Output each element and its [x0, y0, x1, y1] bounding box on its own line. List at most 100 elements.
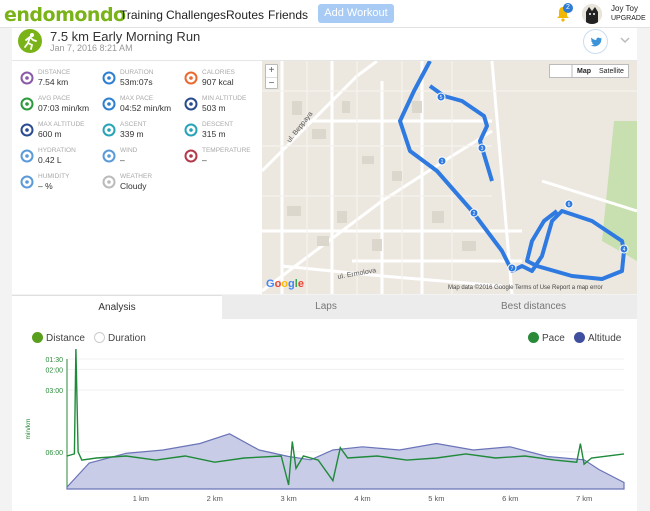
fullscreen-button[interactable]	[550, 65, 572, 77]
distance-option[interactable]: Distance	[32, 332, 85, 344]
route-marker-7[interactable]	[507, 263, 517, 273]
workout-date: Jan 7, 2016 8:21 AM	[50, 43, 133, 53]
route-marker-label: 4	[623, 247, 626, 253]
tab-best-distances[interactable]: Best distances	[430, 295, 637, 319]
y-axis-label: min/km	[25, 419, 32, 440]
route-marker-label: 5	[440, 95, 443, 101]
nav-challenges[interactable]: Challenges	[166, 8, 227, 22]
stopwatch-icon	[102, 97, 116, 111]
pace-option[interactable]: Pace	[528, 332, 565, 344]
stat-value: – %	[38, 181, 53, 191]
stat-min-altitude: MIN ALTITUDE 503 m	[184, 95, 266, 121]
route-marker-label: 3	[481, 146, 484, 152]
thermometer-icon	[184, 149, 198, 163]
stat-max-pace: MAX PACE 04:52 min/km	[102, 95, 184, 121]
x-tick-label: 2 km	[207, 494, 223, 503]
zoom-out-button[interactable]: −	[266, 77, 277, 89]
x-tick-label: 5 km	[428, 494, 444, 503]
stat-humidity: HUMIDITY – %	[20, 173, 102, 199]
stat-value: 07:03 min/km	[38, 103, 90, 113]
twitter-icon	[590, 37, 602, 47]
altitude-option[interactable]: Altitude	[574, 332, 621, 344]
user-name[interactable]: Joy Toy	[611, 4, 638, 13]
pace-icon	[20, 97, 34, 111]
stat-duration: DURATION 53m:07s	[102, 69, 184, 95]
stat-value: –	[120, 155, 125, 165]
stat-label: HYDRATION	[38, 147, 76, 154]
stat-value: 7.54 km	[38, 77, 69, 87]
stat-value: 503 m	[202, 103, 226, 113]
twitter-share-button[interactable]	[583, 29, 608, 54]
stat-temperature: TEMPERATURE –	[184, 147, 266, 173]
map-buildings	[287, 101, 476, 251]
radio-icon	[94, 332, 105, 343]
route-marker-6[interactable]	[564, 199, 574, 209]
mountain-icon	[20, 123, 34, 137]
x-tick-label: 4 km	[354, 494, 370, 503]
zoom-control: + −	[265, 64, 278, 89]
tab-analysis[interactable]: Analysis	[12, 295, 222, 319]
route-marker-3[interactable]	[477, 143, 487, 153]
x-tick-label: 1 km	[133, 494, 149, 503]
route-marker-1[interactable]	[437, 156, 447, 166]
stat-calories: CALORIES 907 kcal	[184, 69, 266, 95]
altitude-series	[66, 433, 625, 490]
add-workout-button[interactable]: Add Workout	[318, 4, 394, 23]
duration-label: Duration	[108, 333, 146, 344]
route-marker-label: 7	[511, 266, 514, 272]
cloud-icon	[102, 175, 116, 189]
upgrade-link[interactable]: UPGRADE	[611, 15, 646, 22]
route-marker-label: 6	[568, 202, 571, 208]
park-area	[602, 121, 637, 261]
stat-label: CALORIES	[202, 69, 235, 76]
stat-label: TEMPERATURE	[202, 147, 251, 154]
chevron-down-icon[interactable]	[619, 34, 631, 46]
route-marker-label: 1	[441, 159, 444, 165]
zoom-in-button[interactable]: +	[268, 65, 275, 76]
stat-label: WIND	[120, 147, 138, 154]
stat-descent: DESCENT 315 m	[184, 121, 266, 147]
endomondo-logo[interactable]: endomondo	[4, 4, 126, 26]
nav-training[interactable]: Training	[120, 8, 163, 22]
stat-label: HUMIDITY	[38, 173, 70, 180]
check-icon	[32, 332, 43, 343]
stat-label: MAX PACE	[120, 95, 154, 102]
ascent-icon	[102, 123, 116, 137]
satellite-button[interactable]: Satellite	[599, 68, 624, 75]
analysis-tabs: Analysis Laps Best distances	[12, 295, 637, 319]
map-button[interactable]: Map	[572, 65, 595, 77]
stat-value: –	[202, 155, 207, 165]
nav-routes[interactable]: Routes	[226, 8, 265, 22]
flame-icon	[184, 71, 198, 85]
stat-label: MIN ALTITUDE	[202, 95, 247, 102]
x-tick-label: 7 km	[576, 494, 592, 503]
stat-value: Cloudy	[120, 181, 147, 191]
tab-laps[interactable]: Laps	[222, 295, 430, 319]
route-marker-2[interactable]	[469, 208, 479, 218]
duration-option[interactable]: Duration	[94, 332, 146, 344]
map-footer[interactable]: Map data ©2016 Google Terms of Use Repor…	[448, 285, 603, 291]
route-marker-5[interactable]	[436, 92, 446, 102]
pace-altitude-chart[interactable]: 01:30 02:00 03:00 06:00 min/km 1 km 2 km 3 km 4 …	[12, 349, 637, 511]
distance-icon	[20, 71, 34, 85]
avatar[interactable]	[582, 4, 602, 24]
stat-value: 53m:07s	[120, 77, 153, 87]
stat-value: 04:52 min/km	[120, 103, 172, 113]
route-markers: 1 2 3 4 5 6 7	[436, 92, 629, 273]
running-icon	[18, 29, 42, 53]
y-tick-label: 02:00	[45, 367, 63, 374]
stat-avg-pace: AVG PACE 07:03 min/km	[20, 95, 102, 121]
google-logo: Google	[266, 278, 304, 290]
descent-icon	[184, 123, 198, 137]
nav-friends[interactable]: Friends	[268, 8, 309, 22]
mountain-icon	[184, 97, 198, 111]
route-marker-4[interactable]	[619, 244, 629, 254]
stat-distance: DISTANCE 7.54 km	[20, 69, 102, 95]
y-tick-label: 06:00	[45, 450, 63, 457]
y-tick-label: 03:00	[45, 388, 63, 395]
stat-label: DESCENT	[202, 121, 234, 128]
stat-label: AVG PACE	[38, 95, 71, 102]
x-tick-label: 6 km	[502, 494, 518, 503]
